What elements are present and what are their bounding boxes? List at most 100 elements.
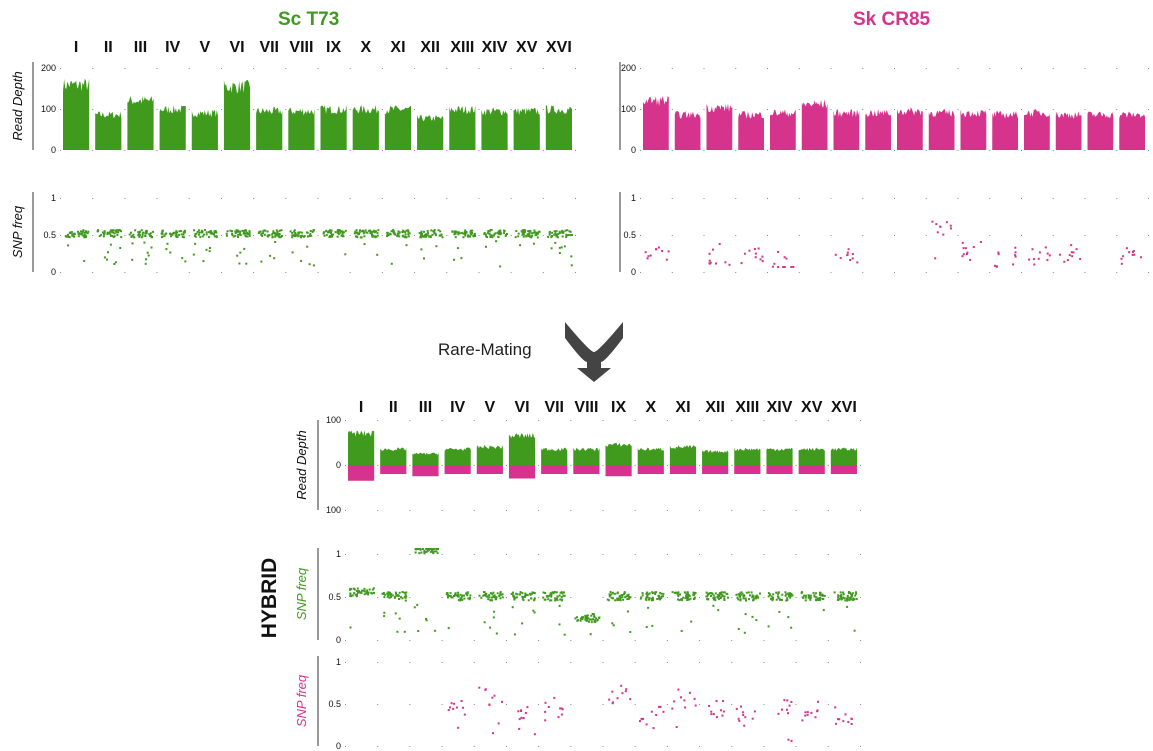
snp-point bbox=[553, 591, 556, 594]
snp-point bbox=[809, 596, 812, 599]
grid-dot bbox=[538, 465, 540, 466]
snp-point bbox=[688, 691, 691, 694]
snp-point bbox=[407, 235, 410, 238]
depth-area bbox=[288, 107, 315, 150]
snp-point bbox=[574, 617, 577, 620]
snp-point bbox=[97, 229, 100, 232]
snp-point bbox=[931, 220, 934, 223]
grid-dot bbox=[473, 420, 475, 421]
grid-dot bbox=[699, 746, 701, 747]
grid-dot bbox=[253, 68, 255, 69]
snp-point bbox=[706, 598, 709, 600]
y-tick-label: 0.5 bbox=[623, 230, 636, 240]
grid-dot bbox=[253, 109, 255, 110]
snp-point bbox=[822, 598, 825, 601]
snp-point bbox=[421, 235, 424, 238]
snp-point bbox=[787, 738, 790, 741]
snp-point bbox=[723, 597, 726, 600]
grid-dot bbox=[671, 272, 673, 273]
snp-point bbox=[463, 232, 466, 235]
grid-dot bbox=[767, 150, 768, 151]
snp-point bbox=[454, 593, 456, 596]
grid-dot bbox=[894, 198, 895, 199]
depth-area bbox=[801, 99, 828, 150]
snp-point bbox=[752, 599, 754, 602]
snp-point bbox=[523, 233, 526, 236]
snp-point bbox=[133, 236, 136, 239]
snp-point bbox=[419, 548, 422, 551]
snp-point bbox=[370, 232, 373, 235]
snp-point bbox=[424, 234, 426, 237]
snp-point bbox=[371, 230, 374, 233]
snp-point bbox=[137, 231, 140, 234]
snp-point bbox=[715, 262, 717, 265]
snp-point bbox=[549, 599, 552, 602]
snp-point bbox=[116, 233, 119, 236]
snp-point bbox=[383, 596, 386, 599]
snp-point bbox=[307, 235, 309, 238]
snp-point bbox=[1048, 254, 1051, 257]
grid-dot bbox=[827, 597, 829, 598]
snp-point bbox=[687, 594, 690, 596]
depth-area bbox=[449, 105, 476, 150]
grid-dot bbox=[377, 746, 379, 747]
snp-point bbox=[524, 712, 527, 714]
chromosome-label: VII bbox=[544, 399, 564, 416]
snp-point bbox=[291, 234, 294, 237]
snp-point bbox=[215, 235, 218, 238]
snp-point bbox=[531, 234, 534, 237]
snp-point bbox=[114, 261, 117, 264]
snp-point bbox=[773, 262, 776, 265]
snp-point bbox=[804, 599, 807, 602]
grid-dot bbox=[798, 235, 800, 236]
snp-point bbox=[536, 236, 539, 239]
snp-point bbox=[563, 633, 566, 636]
snp-point bbox=[949, 224, 952, 227]
grid-dot bbox=[862, 235, 864, 236]
snp-point bbox=[467, 597, 470, 600]
grid-dot bbox=[735, 198, 737, 199]
snp-point bbox=[356, 236, 359, 239]
snp-point bbox=[398, 591, 401, 594]
snp-point bbox=[141, 233, 144, 236]
snp-point bbox=[708, 259, 711, 262]
snp-point bbox=[429, 548, 432, 550]
grid-dot bbox=[124, 235, 126, 236]
snp-point bbox=[356, 593, 358, 596]
snp-point bbox=[834, 253, 837, 256]
depth-area bbox=[412, 465, 439, 477]
snp-point bbox=[659, 591, 662, 594]
grid-dot bbox=[798, 68, 800, 69]
snp-point bbox=[687, 598, 690, 601]
snp-point bbox=[196, 230, 199, 233]
snp-point bbox=[484, 688, 487, 691]
grid-dot bbox=[377, 597, 379, 598]
snp-point bbox=[531, 232, 533, 235]
grid-dot bbox=[666, 420, 668, 421]
snp-point bbox=[555, 591, 558, 594]
grid-dot bbox=[345, 597, 346, 598]
snp-point bbox=[616, 697, 619, 700]
grid-dot bbox=[575, 272, 576, 273]
grid-dot bbox=[671, 150, 673, 151]
snp-point bbox=[489, 229, 492, 231]
snp-point bbox=[823, 594, 826, 597]
snp-point bbox=[528, 232, 531, 235]
snp-point bbox=[718, 597, 720, 600]
snp-point bbox=[64, 235, 67, 238]
snp-point bbox=[709, 262, 711, 265]
snp-point bbox=[354, 230, 357, 233]
snp-point bbox=[677, 688, 680, 691]
snp-point bbox=[556, 599, 559, 601]
snp-point bbox=[557, 716, 560, 719]
y-tick-label: 0.5 bbox=[328, 592, 341, 602]
snp-point bbox=[628, 596, 631, 598]
snp-point bbox=[506, 233, 508, 235]
snp-point bbox=[454, 236, 457, 239]
snp-point bbox=[209, 247, 211, 249]
depth-area bbox=[380, 447, 407, 465]
snp-point bbox=[740, 262, 743, 265]
grid-dot bbox=[409, 662, 411, 663]
snp-point bbox=[718, 243, 721, 245]
grid-dot bbox=[441, 465, 443, 466]
